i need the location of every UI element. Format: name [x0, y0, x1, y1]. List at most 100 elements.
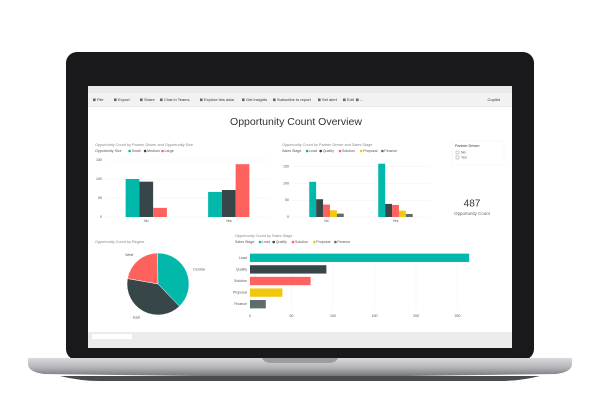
legend-swatch: [143, 149, 147, 153]
toolbar-item[interactable]: Subscribe to report: [277, 97, 312, 102]
toolbar-icon[interactable]: [160, 98, 163, 102]
legend-item: Large: [165, 149, 174, 153]
page-tabs: [88, 332, 512, 348]
bar: [309, 181, 317, 217]
bar: [316, 199, 324, 217]
bar: [378, 163, 386, 217]
legend-item: Proposal: [316, 240, 330, 244]
bar: [323, 204, 330, 217]
legend-swatch: [305, 149, 309, 153]
x-tick-label: Yes: [393, 219, 399, 223]
y-tick-label: 150: [96, 158, 102, 162]
bar: [235, 164, 250, 217]
slicer-item[interactable]: No: [461, 151, 466, 155]
toolbar-item[interactable]: Edit: [347, 97, 355, 102]
pie-label: Central: [193, 267, 205, 271]
x-tick-label: Yes: [226, 219, 232, 223]
toolbar-item[interactable]: ...: [360, 97, 363, 102]
legend-item: Lead: [309, 149, 317, 153]
toolbar-icon[interactable]: [200, 98, 203, 102]
legend-swatch: [161, 149, 164, 153]
bar: [385, 203, 393, 217]
legend-title: Sales Stage: [282, 149, 301, 153]
toolbar-icon[interactable]: [114, 98, 117, 102]
bar: [250, 265, 327, 274]
bar: [221, 190, 236, 217]
checkbox[interactable]: [455, 150, 460, 155]
x-tick-label: 250: [455, 314, 461, 318]
toolbar: [88, 93, 512, 106]
bar: [125, 179, 140, 217]
toolbar-icon[interactable]: [318, 98, 321, 102]
toolbar-border: [88, 106, 512, 107]
legend-swatch: [128, 149, 131, 153]
legend-swatch: [258, 240, 262, 244]
legend-swatch: [272, 240, 276, 244]
pie-label: West: [125, 253, 133, 257]
y-tick-label: 0: [100, 215, 102, 219]
chart-title: Opportunity Count by Partner Driven and …: [95, 143, 193, 147]
x-tick-label: 0: [249, 314, 251, 318]
bar: [139, 181, 154, 217]
card-label: Opportunity Count: [454, 211, 490, 216]
y-tick-label: 50: [285, 198, 289, 202]
pie-slice: [126, 278, 180, 316]
checkbox[interactable]: [455, 155, 460, 160]
toolbar-icon[interactable]: [140, 98, 143, 102]
laptop-base: [28, 358, 572, 377]
legend-swatch: [312, 240, 316, 244]
slicer-item[interactable]: Yes: [461, 156, 467, 160]
y-tick-label: Proposal: [233, 291, 247, 295]
legend-item: Solution: [342, 149, 355, 153]
pie-slice: [127, 252, 159, 285]
chart-title: Opportunity Count by Region: [95, 240, 144, 244]
toolbar-item[interactable]: Chat in Teams: [164, 97, 190, 102]
legend-swatch: [334, 240, 337, 244]
x-tick-label: No: [324, 219, 329, 223]
bar: [250, 300, 266, 309]
bar: [208, 191, 222, 217]
legend-swatch: [381, 149, 384, 153]
legend-item: Finance: [337, 240, 350, 244]
bar: [153, 207, 167, 217]
chart-title: Opportunity Count by Sales Stage: [235, 234, 292, 238]
toolbar-item[interactable]: Get insights: [246, 97, 267, 102]
toolbar-item[interactable]: Explore this data: [204, 97, 235, 102]
bar: [392, 204, 399, 217]
bar: [250, 253, 470, 262]
bar: [336, 213, 344, 217]
legend-swatch: [291, 240, 295, 244]
bar: [250, 288, 283, 297]
legend-item: Proposal: [363, 149, 377, 153]
legend-item: Qualify: [323, 149, 334, 153]
bar: [329, 210, 337, 217]
pie-label: East: [133, 316, 140, 320]
y-tick-label: Finance: [234, 302, 247, 306]
toolbar-icon[interactable]: [93, 98, 96, 102]
y-tick-label: Qualify: [236, 267, 247, 271]
toolbar-item[interactable]: Share: [144, 97, 155, 102]
toolbar-icon[interactable]: [273, 98, 276, 102]
legend-swatch: [359, 149, 363, 153]
card-value: 487: [464, 199, 481, 210]
toolbar-icon[interactable]: [356, 98, 359, 102]
bar: [405, 213, 413, 217]
toolbar-icon[interactable]: [242, 98, 245, 102]
title-bar: [88, 86, 512, 93]
toolbar-item[interactable]: Export: [118, 97, 130, 102]
laptop-foot: [60, 376, 540, 381]
toolbar-item[interactable]: File: [97, 97, 104, 102]
chart-title: Opportunity Count by Partner Driven and …: [282, 143, 372, 147]
bar: [398, 210, 406, 217]
legend-title: Sales Stage: [235, 240, 254, 244]
pie-slice: [157, 252, 190, 307]
toolbar-icon[interactable]: [343, 98, 346, 102]
legend-item: Qualify: [276, 240, 287, 244]
legend-title: Opportunity Size: [95, 149, 122, 153]
x-tick-label: 50: [290, 314, 294, 318]
toolbar-item[interactable]: Set alert: [322, 97, 338, 102]
page-tab: [92, 334, 132, 339]
copilot-button[interactable]: Copilot: [488, 97, 501, 102]
report-title: Opportunity Count Overview: [230, 116, 362, 128]
legend-item: Small: [132, 149, 141, 153]
